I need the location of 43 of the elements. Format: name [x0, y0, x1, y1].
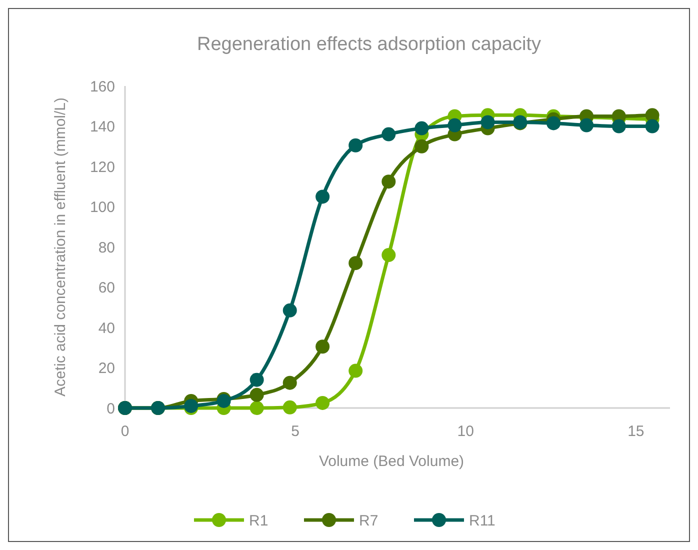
point [282, 303, 297, 318]
point [250, 388, 264, 402]
point [316, 396, 330, 410]
y-tick-label: 100 [90, 199, 115, 216]
chart-title: Regeneration effects adsorption capacity [197, 34, 542, 55]
point [382, 127, 396, 142]
point [480, 115, 495, 130]
y-axis-title: Acetic acid concentration in effluent (mmol/L) [52, 97, 69, 397]
legend-label: R1 [249, 512, 268, 530]
point [282, 400, 297, 414]
x-tick-label: 15 [628, 423, 644, 440]
point [645, 119, 660, 134]
point [612, 119, 626, 134]
y-tick-label: 20 [98, 360, 115, 377]
y-tick-label: 160 [90, 78, 115, 96]
y-tick-label: 60 [98, 280, 115, 296]
x-tick-label: 0 [120, 423, 130, 440]
x-tick-label: 5 [291, 423, 300, 440]
point [316, 340, 330, 354]
x-axis-title: Volume (Bed Volume) [318, 453, 464, 470]
legend-label: R11 [469, 512, 496, 530]
legend-label: R7 [359, 512, 378, 530]
point [282, 376, 297, 390]
point [250, 401, 264, 415]
point [184, 398, 198, 413]
point [382, 248, 396, 262]
point [546, 116, 561, 130]
point [348, 256, 363, 270]
point [348, 138, 363, 152]
point [580, 118, 594, 132]
x-tick-label: 10 [457, 423, 474, 440]
point [414, 121, 429, 136]
point [414, 139, 429, 154]
y-tick-label: 0 [106, 400, 115, 418]
point [348, 364, 363, 378]
point [448, 118, 462, 132]
point [316, 190, 330, 204]
y-tick-label: 40 [98, 320, 115, 337]
y-tick-label: 80 [98, 239, 115, 256]
y-tick-label: 120 [90, 158, 115, 176]
point [250, 372, 264, 387]
point [382, 174, 396, 189]
y-tick-label: 140 [90, 118, 115, 136]
